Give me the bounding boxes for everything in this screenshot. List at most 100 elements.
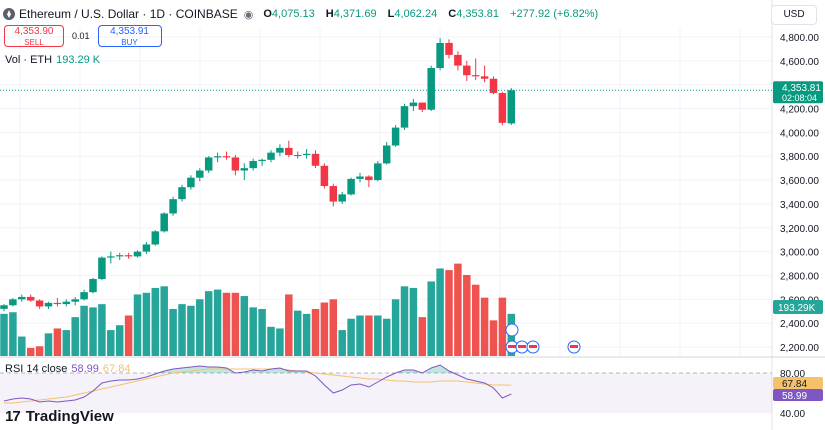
volume-legend[interactable]: Vol · ETH 193.29 K — [5, 54, 101, 66]
candle-body — [187, 177, 195, 188]
rsi-overbought-fill — [4, 365, 512, 373]
last-price-tag — [773, 81, 823, 104]
candle-body — [160, 213, 168, 232]
volume-bar — [249, 307, 257, 356]
trade-panel: 4,353.90 SELL 0.01 4,353.91 BUY — [4, 25, 162, 47]
rsi-band — [0, 373, 772, 413]
volume-bar — [115, 325, 124, 356]
candle-body — [471, 75, 480, 77]
volume-bar — [26, 347, 35, 356]
price-tick-label: 2,400.00 — [780, 319, 819, 330]
volume-bar — [276, 328, 284, 356]
volume-tag-label: 193.29K — [778, 303, 816, 314]
volume-bar — [187, 305, 195, 356]
price-tick-label: 2,200.00 — [780, 343, 819, 354]
candle-body — [124, 255, 133, 257]
price-tick-label: 3,200.00 — [780, 224, 819, 235]
volume-bar — [231, 292, 240, 356]
volume-bar — [267, 326, 275, 356]
candle-body — [240, 168, 249, 171]
price-tick-label: 2,800.00 — [780, 271, 819, 282]
candle-body — [498, 93, 507, 123]
volume-bar — [356, 315, 364, 356]
candle-body — [276, 147, 284, 153]
price-tick-label: 4,800.00 — [780, 33, 819, 44]
volume-bar — [463, 274, 471, 356]
lightning-event-icon — [505, 323, 519, 337]
candle-body — [329, 186, 338, 202]
candle-body — [391, 127, 400, 146]
volume-bar — [293, 310, 302, 356]
sell-button[interactable]: 4,353.90 SELL — [4, 25, 64, 47]
volume-bar — [9, 312, 17, 356]
volume-bar — [124, 315, 133, 356]
candle-body — [169, 199, 177, 214]
volume-bar — [302, 313, 311, 356]
candle-body — [454, 54, 462, 66]
candle-body — [62, 301, 71, 305]
price-tick-label: 4,000.00 — [780, 128, 819, 139]
candle-body — [142, 244, 151, 252]
candle-body — [463, 65, 471, 76]
candle-body — [115, 255, 124, 257]
candle-body — [374, 163, 382, 181]
candle-body — [213, 156, 222, 158]
volume-bar — [18, 336, 26, 356]
volume-bar — [285, 294, 293, 356]
volume-bar — [196, 299, 204, 356]
candle-body — [44, 302, 53, 307]
volume-bar — [204, 291, 213, 356]
price-tick-label: 3,000.00 — [780, 248, 819, 259]
ethereum-icon — [3, 8, 15, 20]
rsi-legend[interactable]: RSI 14 close 58.99 67.84 — [5, 363, 131, 375]
symbol-title[interactable]: Ethereum / U.S. Dollar · 1D · COINBASE — [19, 7, 238, 21]
volume-bar — [89, 307, 97, 356]
rsi-tick-label: 40.00 — [780, 409, 805, 420]
volume-bar — [107, 330, 115, 356]
candle-body — [178, 187, 186, 200]
price-tick-label: 4,600.00 — [780, 57, 819, 68]
candle-body — [356, 176, 364, 179]
candle-body — [204, 157, 213, 171]
volume-bar — [480, 297, 489, 356]
volume-bar — [258, 309, 266, 356]
change-value: +277.92 (+6.82%) — [510, 8, 599, 20]
candle-body — [0, 305, 8, 309]
currency-selector[interactable]: USD — [771, 5, 817, 25]
candle-body — [231, 157, 240, 171]
candle-body — [222, 156, 231, 158]
price-tick-label: 3,600.00 — [780, 176, 819, 187]
rsi-tag — [773, 389, 823, 401]
volume-bar — [98, 304, 106, 356]
candle-body — [409, 102, 418, 107]
volume-bar — [454, 263, 462, 356]
buy-button[interactable]: 4,353.91 BUY — [97, 25, 162, 47]
ohlc-values: O4,075.13 H4,371.69 L4,062.24 C4,353.81 … — [263, 8, 599, 20]
visibility-icon[interactable]: ◉ — [243, 8, 254, 21]
volume-bar — [365, 315, 373, 356]
last-price-label: 4,353.81 — [782, 83, 821, 94]
candle-body — [507, 90, 516, 124]
candle-body — [249, 161, 257, 169]
event-flag-stripe — [508, 345, 516, 348]
candle-body — [80, 292, 88, 300]
candle-body — [347, 178, 355, 195]
candle-body — [489, 78, 498, 94]
candle-body — [436, 42, 444, 68]
candle-body — [293, 155, 302, 157]
candle-body — [365, 176, 373, 181]
volume-bar — [329, 299, 338, 356]
volume-bar — [498, 297, 507, 356]
candle-body — [98, 257, 106, 280]
candle-body — [107, 256, 115, 258]
volume-bar — [62, 330, 71, 356]
tradingview-logo[interactable]: 17 TradingView — [5, 408, 114, 425]
volume-bar — [382, 318, 391, 356]
volume-bar — [222, 292, 231, 356]
volume-bar — [53, 328, 62, 356]
volume-bar — [178, 304, 186, 356]
volume-bar — [151, 287, 160, 356]
volume-bar — [391, 299, 400, 356]
candle-body — [26, 296, 35, 301]
